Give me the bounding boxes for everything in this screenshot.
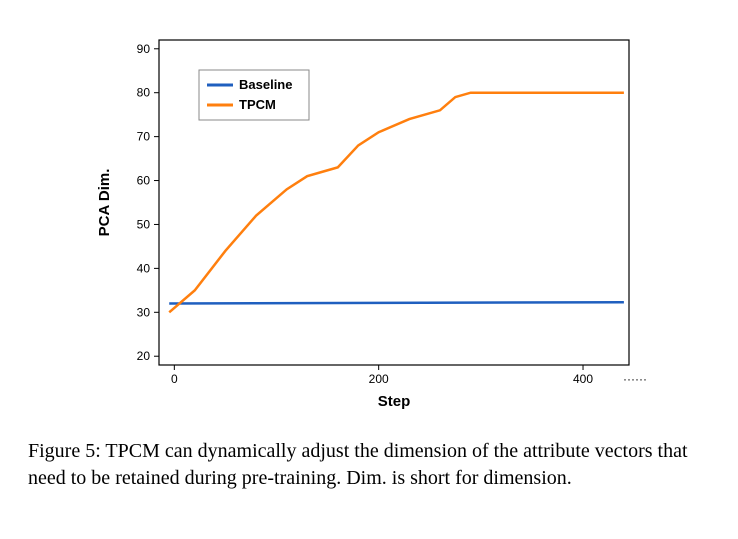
x-tick-label: 400 (573, 372, 593, 386)
y-tick-label: 90 (137, 42, 151, 56)
legend-label: TPCM (239, 97, 276, 112)
y-tick-label: 50 (137, 217, 151, 231)
series-baseline (169, 302, 624, 303)
y-tick-label: 70 (137, 130, 151, 144)
y-tick-label: 80 (137, 86, 151, 100)
y-tick-label: 60 (137, 174, 151, 188)
legend-label: Baseline (239, 77, 292, 92)
x-axis-label: Step (378, 393, 411, 410)
chart-container: 20 30 40 50 60 70 80 90 0 200 400 ······ Step PCA Dim… (79, 20, 659, 420)
y-tick-label: 40 (137, 261, 151, 275)
line-chart: 20 30 40 50 60 70 80 90 0 200 400 ······ Step PCA Dim… (79, 20, 659, 420)
y-tick-label: 30 (137, 305, 151, 319)
x-tick-label: 0 (171, 372, 178, 386)
x-overflow-dots: ······ (623, 372, 647, 386)
y-axis-label: PCA Dim. (96, 169, 113, 237)
figure-caption: Figure 5: TPCM can dynamically adjust th… (28, 438, 710, 492)
x-tick-label: 200 (369, 372, 389, 386)
y-tick-label: 20 (137, 349, 151, 363)
